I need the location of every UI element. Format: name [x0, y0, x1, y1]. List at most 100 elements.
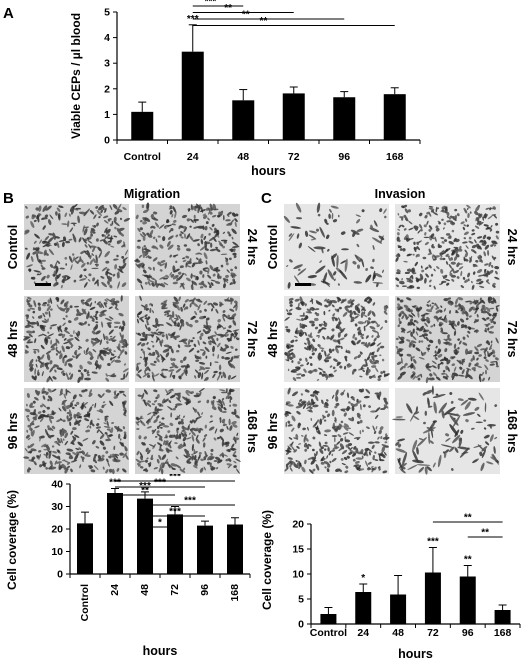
micrograph-c-0-cells: [283, 202, 387, 289]
micrograph-label: 24 hrs: [245, 229, 259, 266]
chart-b-bracket-label: ***: [169, 507, 181, 518]
chart-a-bracket-label: **: [242, 10, 250, 21]
chart-b-ytick-label: 10: [51, 546, 63, 558]
chart-b-bar: [197, 525, 213, 574]
micrograph-b-0-cells: [24, 203, 131, 289]
chart-b-y-axis-label: Cell coverage (%): [5, 490, 19, 590]
chart-a-bar: [333, 97, 356, 140]
chart-a-category-label: 72: [288, 151, 300, 163]
micrograph-c-5-image: [395, 388, 500, 474]
micrograph-label: 72 hrs: [245, 321, 259, 358]
chart-a-bar: [232, 100, 255, 140]
chart-c-ytick-label: 15: [292, 544, 304, 556]
micrograph-c-5-cells: [392, 385, 499, 475]
chart-b-bracket-label: **: [141, 486, 149, 497]
chart-a-ytick-label: 0: [104, 135, 110, 147]
chart-c-ytick-label: 5: [298, 594, 304, 606]
chart-a-category-label: 48: [237, 151, 249, 163]
chart-a-ytick-label: 1: [104, 109, 110, 121]
chart-a-bracket-label: ***: [205, 0, 217, 8]
chart-c-bar-significance: **: [464, 555, 472, 566]
panel-letter-b: B: [3, 190, 14, 207]
chart-c-category-label: Control: [310, 627, 347, 639]
chart-a-bar: [383, 94, 406, 140]
chart-b-category-label: 24: [109, 584, 121, 596]
chart-c-category-label: 168: [494, 627, 512, 639]
micrograph-b-4-cells: [23, 387, 129, 475]
chart-b-bar: [77, 523, 93, 574]
chart-c: 0 5 10 15 20 Control * 24 48 *** 72 ** 96 168 ** ** Cell…: [260, 510, 521, 661]
chart-c-category-label: 96: [462, 627, 474, 639]
chart-c-bar: [459, 576, 476, 624]
chart-b-ytick-label: 40: [51, 479, 63, 491]
chart-c-ytick-label: 0: [298, 619, 304, 631]
chart-c-y-axis-label: Cell coverage (%): [260, 510, 274, 610]
migration-micrographs: Control 24 hrs 48 hrs 72 hrs 96 hrs 168 hrs: [6, 202, 259, 475]
panel-letter-a: A: [3, 5, 14, 22]
chart-c-category-label: 48: [392, 627, 404, 639]
chart-b-bar: [137, 498, 153, 574]
micrograph-c-2-cells: [284, 296, 390, 382]
micrograph-label: 168 hrs: [505, 409, 519, 453]
micrograph-b-2-cells: [23, 295, 129, 384]
chart-b-bar: [107, 493, 123, 574]
chart-b-bar-significance: ***: [109, 478, 121, 489]
micrograph-c-4-cells: [284, 387, 390, 474]
chart-c-ytick-label: 10: [292, 569, 304, 581]
micrograph-b-1-cells: [134, 202, 240, 291]
chart-c-bar: [320, 614, 337, 624]
micrograph-label: Control: [6, 225, 20, 269]
chart-a-category-label: 168: [386, 151, 404, 163]
micrograph-c-1-cells: [395, 204, 500, 290]
chart-a-x-axis-label: hours: [251, 164, 286, 178]
chart-a-category-label: Control: [124, 151, 161, 163]
panel-letter-c: C: [261, 190, 272, 207]
chart-c-category-label: 72: [427, 627, 439, 639]
chart-a-bar: [282, 93, 305, 140]
chart-b-bracket-label: ***: [184, 496, 196, 507]
chart-b-category-label: 168: [229, 584, 241, 602]
chart-b-ytick-label: 0: [57, 569, 63, 581]
chart-c-bar: [390, 594, 407, 624]
invasion-title: Invasion: [375, 187, 426, 201]
chart-b-category-label: 96: [199, 584, 211, 596]
chart-b-category-label: Control: [79, 584, 91, 621]
chart-c-bar: [494, 610, 511, 624]
micrograph-b-5-cells: [135, 388, 241, 475]
chart-c-category-label: 24: [357, 627, 369, 639]
chart-a-bracket-label: **: [260, 16, 268, 27]
chart-b-ytick-label: 20: [51, 524, 63, 536]
chart-a-bar: [181, 51, 204, 140]
chart-a-ytick-label: 5: [104, 7, 110, 19]
chart-a-bracket-label: **: [224, 3, 232, 14]
micrograph-label: Control: [266, 225, 280, 269]
micrograph-label: 48 hrs: [266, 321, 280, 358]
chart-b-bar-significance: ***: [139, 481, 151, 492]
scale-bar: [35, 283, 51, 286]
chart-b-bar: [167, 514, 183, 574]
chart-c-bar-significance: *: [361, 573, 365, 584]
micrograph-label: 96 hrs: [6, 413, 20, 450]
chart-c-bracket-label: **: [464, 513, 472, 524]
chart-b-x-axis-label: hours: [143, 644, 178, 658]
chart-b-ytick-label: 30: [51, 501, 63, 513]
chart-b-bar: [227, 524, 243, 574]
chart-c-bar: [355, 592, 372, 624]
chart-a-bar: [131, 111, 154, 140]
chart-c-bracket-label: **: [481, 528, 489, 539]
micrograph-c-3-cells: [395, 296, 500, 384]
chart-a-ytick-label: 2: [104, 83, 110, 95]
micrograph-label: 168 hrs: [245, 409, 259, 453]
chart-a-y-axis-label: Viable CEPs / µl blood: [69, 13, 83, 139]
micrograph-label: 48 hrs: [6, 321, 20, 358]
chart-c-bar-significance: ***: [427, 537, 439, 548]
chart-a-category-label: 24: [187, 151, 199, 163]
chart-a-category-label: 96: [338, 151, 350, 163]
chart-c-x-axis-label: hours: [398, 647, 433, 661]
invasion-micrographs: Control 24 hrs 48 hrs 72 hrs 96 hrs 168 hrs: [266, 202, 519, 475]
chart-b-category-label: 48: [139, 584, 151, 596]
chart-b-category-label: 72: [169, 584, 181, 596]
